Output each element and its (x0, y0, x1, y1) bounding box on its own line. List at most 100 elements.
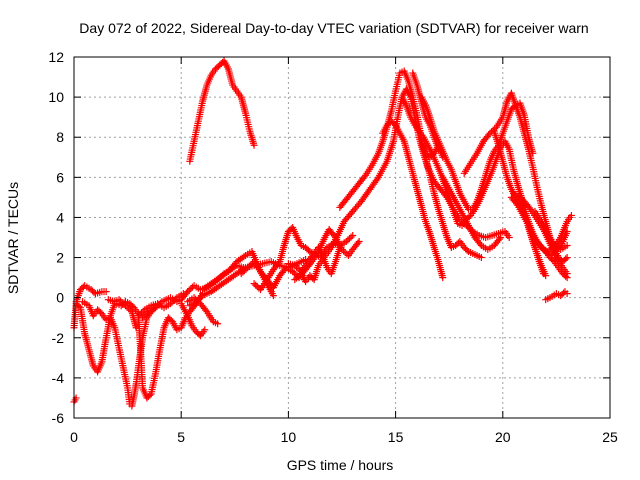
y-tick-label: 2 (56, 250, 64, 266)
data-point (292, 274, 300, 282)
series-arc-32 (409, 69, 442, 153)
y-axis-label: SDTVAR / TECUs (5, 182, 21, 294)
data-point (142, 311, 150, 319)
y-tick-label: 0 (56, 290, 64, 306)
data-point (156, 299, 164, 307)
data-point (294, 273, 302, 281)
data-point (197, 293, 205, 301)
data-point (201, 326, 209, 334)
data-point (563, 270, 571, 278)
data-point (567, 211, 575, 219)
data-point (166, 300, 174, 308)
data-point (542, 272, 550, 280)
data-point (250, 141, 258, 149)
x-tick-label: 15 (388, 429, 404, 445)
y-tick-label: -6 (52, 410, 65, 426)
data-point (214, 320, 222, 328)
data-point (240, 267, 248, 275)
data-point (342, 238, 350, 246)
data-point (237, 270, 245, 278)
data-point (355, 238, 363, 246)
data-point (291, 262, 299, 270)
data-point (354, 239, 362, 247)
data-point (184, 288, 192, 296)
data-point (247, 261, 255, 269)
data-point (489, 126, 497, 134)
data-layer (70, 57, 575, 410)
series-arc-19 (379, 117, 447, 282)
series-arc-9 (177, 300, 209, 340)
series-arc-24 (460, 89, 571, 266)
data-point (136, 310, 144, 318)
series-arc-30 (531, 207, 571, 254)
data-point (244, 264, 252, 272)
data-point (476, 240, 484, 248)
data-point (245, 262, 253, 270)
y-tick-label: -4 (52, 370, 65, 386)
data-point (153, 302, 161, 310)
data-point (439, 274, 447, 282)
data-point (242, 265, 250, 273)
data-point (434, 145, 442, 153)
data-point (525, 204, 533, 212)
data-point (563, 242, 571, 250)
data-point (563, 290, 571, 298)
series-arc-2 (70, 300, 119, 376)
data-point (151, 304, 159, 312)
tick-labels: 0 5 10 15 20 25 -6 -4 -2 0 2 4 6 8 10 12 (48, 49, 618, 445)
x-tick-label: 20 (495, 429, 511, 445)
data-point (146, 391, 154, 399)
data-point (289, 268, 297, 276)
data-point (143, 309, 151, 317)
y-tick-label: 10 (48, 89, 64, 105)
data-point (195, 295, 203, 303)
data-point (373, 175, 381, 183)
plot-frame (73, 56, 611, 419)
y-tick-label: 8 (56, 129, 64, 145)
data-point (360, 173, 368, 181)
ticks (73, 56, 611, 419)
data-point (563, 254, 571, 262)
data-point (240, 253, 248, 261)
x-tick-label: 5 (177, 429, 185, 445)
data-point (562, 255, 570, 263)
data-point (139, 314, 147, 322)
data-point (513, 200, 521, 208)
data-point (341, 249, 349, 257)
data-point (269, 292, 277, 300)
y-tick-label: 4 (56, 209, 64, 225)
data-point (477, 254, 485, 262)
data-point (192, 298, 200, 306)
data-point (125, 305, 133, 313)
data-point (75, 302, 83, 310)
x-tick-label: 25 (602, 429, 618, 445)
x-tick-label: 0 (70, 429, 78, 445)
data-point (505, 234, 513, 241)
data-point (560, 289, 568, 297)
data-point (134, 312, 142, 320)
data-point (536, 242, 544, 250)
data-point (497, 234, 505, 241)
data-point (102, 288, 110, 296)
data-point (250, 280, 258, 288)
data-point (139, 307, 147, 315)
data-point (253, 283, 261, 291)
data-point (291, 276, 299, 284)
data-point (138, 309, 146, 317)
data-point (252, 281, 260, 289)
series-arc-13 (186, 57, 258, 165)
x-tick-label: 10 (281, 429, 297, 445)
y-tick-label: 12 (48, 49, 64, 65)
x-axis-label: GPS time / hours (287, 457, 394, 473)
data-point (347, 233, 355, 241)
data-point (463, 246, 471, 254)
data-point (275, 259, 283, 267)
data-point (202, 306, 210, 314)
data-point (294, 265, 302, 273)
data-point (349, 231, 357, 239)
series-arc-3 (72, 282, 110, 306)
series-arc-28 (525, 211, 575, 256)
data-point (495, 235, 503, 243)
data-point (304, 246, 312, 254)
